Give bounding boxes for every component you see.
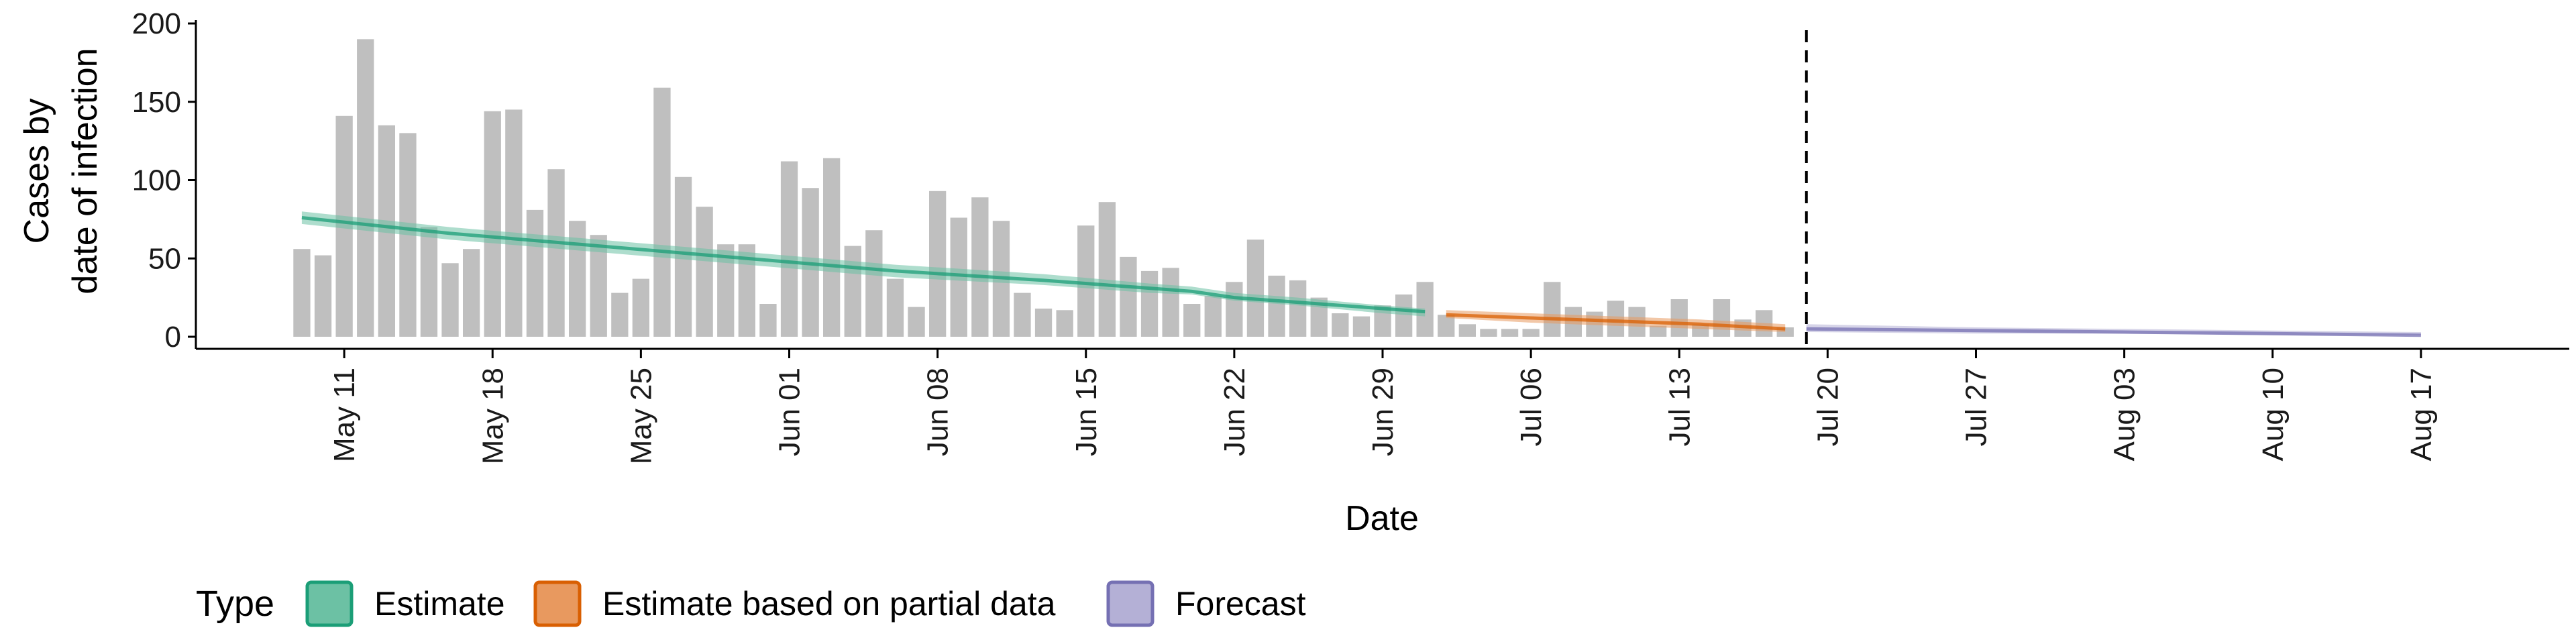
- bar: [1670, 299, 1688, 337]
- x-axis-title: Date: [1345, 499, 1419, 538]
- median-line-series-3: [1806, 327, 2421, 337]
- bar: [696, 207, 713, 337]
- bar: [547, 169, 565, 337]
- bar: [1522, 329, 1540, 337]
- bar: [1162, 268, 1179, 337]
- x-tick-label: Jun 15: [1070, 368, 1103, 456]
- y-tick-label: 200: [132, 7, 181, 40]
- legend-label: Forecast: [1175, 585, 1306, 623]
- x-tick-label: Jul 06: [1515, 368, 1548, 446]
- bar: [1120, 256, 1137, 337]
- legend-key-swatch: [305, 580, 354, 627]
- bar: [420, 227, 438, 337]
- legend-items: Estimate Estimate based on partial data Fo…: [305, 580, 1306, 627]
- y-tick-label: 100: [132, 164, 181, 197]
- x-tick-label: Jun 01: [773, 368, 806, 456]
- bar: [1204, 296, 1222, 337]
- bar: [526, 209, 544, 337]
- legend: Type Estimate Estimate based on partial d…: [196, 580, 1306, 627]
- axes: 0 50 100 150 200 May 11 May 18 May 25 Jun 01 Jun…: [132, 7, 2569, 464]
- bar: [759, 304, 777, 337]
- bars-layer: [293, 39, 1794, 337]
- bar: [1183, 304, 1201, 337]
- x-tick-label: Jun 29: [1366, 368, 1399, 456]
- bar: [1544, 282, 1561, 337]
- bar: [484, 111, 501, 337]
- bar: [611, 292, 629, 337]
- y-tick-label: 50: [148, 242, 181, 275]
- y-axis-title-line-1: Cases by: [17, 99, 56, 244]
- legend-item: Estimate: [305, 580, 505, 627]
- bar: [293, 249, 311, 337]
- bar: [886, 278, 904, 337]
- x-tick-label: May 25: [625, 368, 657, 464]
- bar: [929, 191, 947, 337]
- bar: [463, 249, 480, 337]
- x-tick-label: Aug 03: [2108, 368, 2141, 461]
- bar: [441, 263, 459, 337]
- x-tick-label: Jun 08: [922, 368, 955, 456]
- x-tick-label: May 18: [476, 368, 509, 464]
- bar: [1650, 325, 1667, 337]
- median-line-series-2: [1446, 313, 1786, 331]
- bar: [908, 307, 925, 337]
- y-tick-label: 150: [132, 86, 181, 119]
- bar: [1395, 294, 1413, 337]
- legend-label: Estimate: [374, 585, 505, 623]
- bar: [1438, 315, 1455, 337]
- median-line-series-1: [301, 216, 1426, 314]
- bar: [1014, 292, 1031, 337]
- bar: [357, 39, 374, 337]
- bar: [1268, 275, 1285, 337]
- bar: [1034, 309, 1053, 337]
- x-axis-ticks: May 11 May 18 May 25 Jun 01 Jun 08 Jun 15 Jun …: [328, 349, 2438, 464]
- bar: [780, 161, 798, 337]
- x-tick-label: Jun 22: [1218, 368, 1251, 456]
- bar: [1501, 329, 1519, 337]
- bar: [1713, 299, 1731, 337]
- legend-item: Forecast: [1106, 580, 1306, 627]
- y-axis-ticks: 0 50 100 150 200: [132, 7, 196, 354]
- legend-title: Type: [196, 584, 274, 624]
- bar: [971, 197, 989, 337]
- y-axis-title-line-2: date of infection: [66, 48, 105, 294]
- bar: [1056, 310, 1073, 337]
- bar: [865, 230, 883, 337]
- bar: [505, 109, 523, 337]
- y-tick-label: 0: [165, 321, 181, 354]
- bar: [1480, 329, 1497, 337]
- legend-item: Estimate based on partial data: [533, 580, 1056, 627]
- x-tick-label: Jul 27: [1960, 368, 1993, 446]
- bar: [653, 87, 671, 337]
- bar: [1458, 324, 1476, 337]
- bar: [1246, 239, 1265, 337]
- legend-key-swatch: [533, 580, 582, 627]
- bar: [314, 255, 332, 337]
- legend-label: Estimate based on partial data: [602, 585, 1056, 623]
- x-tick-label: May 11: [328, 368, 361, 462]
- ribbon-series-1: [301, 211, 1426, 317]
- bar: [1098, 202, 1116, 337]
- bar: [823, 158, 841, 337]
- x-tick-label: Jul 13: [1663, 368, 1696, 446]
- bar: [844, 246, 861, 337]
- x-tick-label: Aug 10: [2257, 368, 2290, 461]
- bar: [1352, 316, 1371, 337]
- estimate-lines: [301, 216, 2421, 337]
- x-tick-label: Aug 17: [2405, 368, 2438, 461]
- legend-key-swatch: [1106, 580, 1155, 627]
- bar: [1332, 313, 1349, 337]
- x-tick-label: Jul 20: [1811, 368, 1844, 446]
- bar: [1226, 282, 1243, 337]
- bar: [1289, 280, 1307, 337]
- bar: [632, 278, 649, 337]
- bar: [1140, 270, 1159, 337]
